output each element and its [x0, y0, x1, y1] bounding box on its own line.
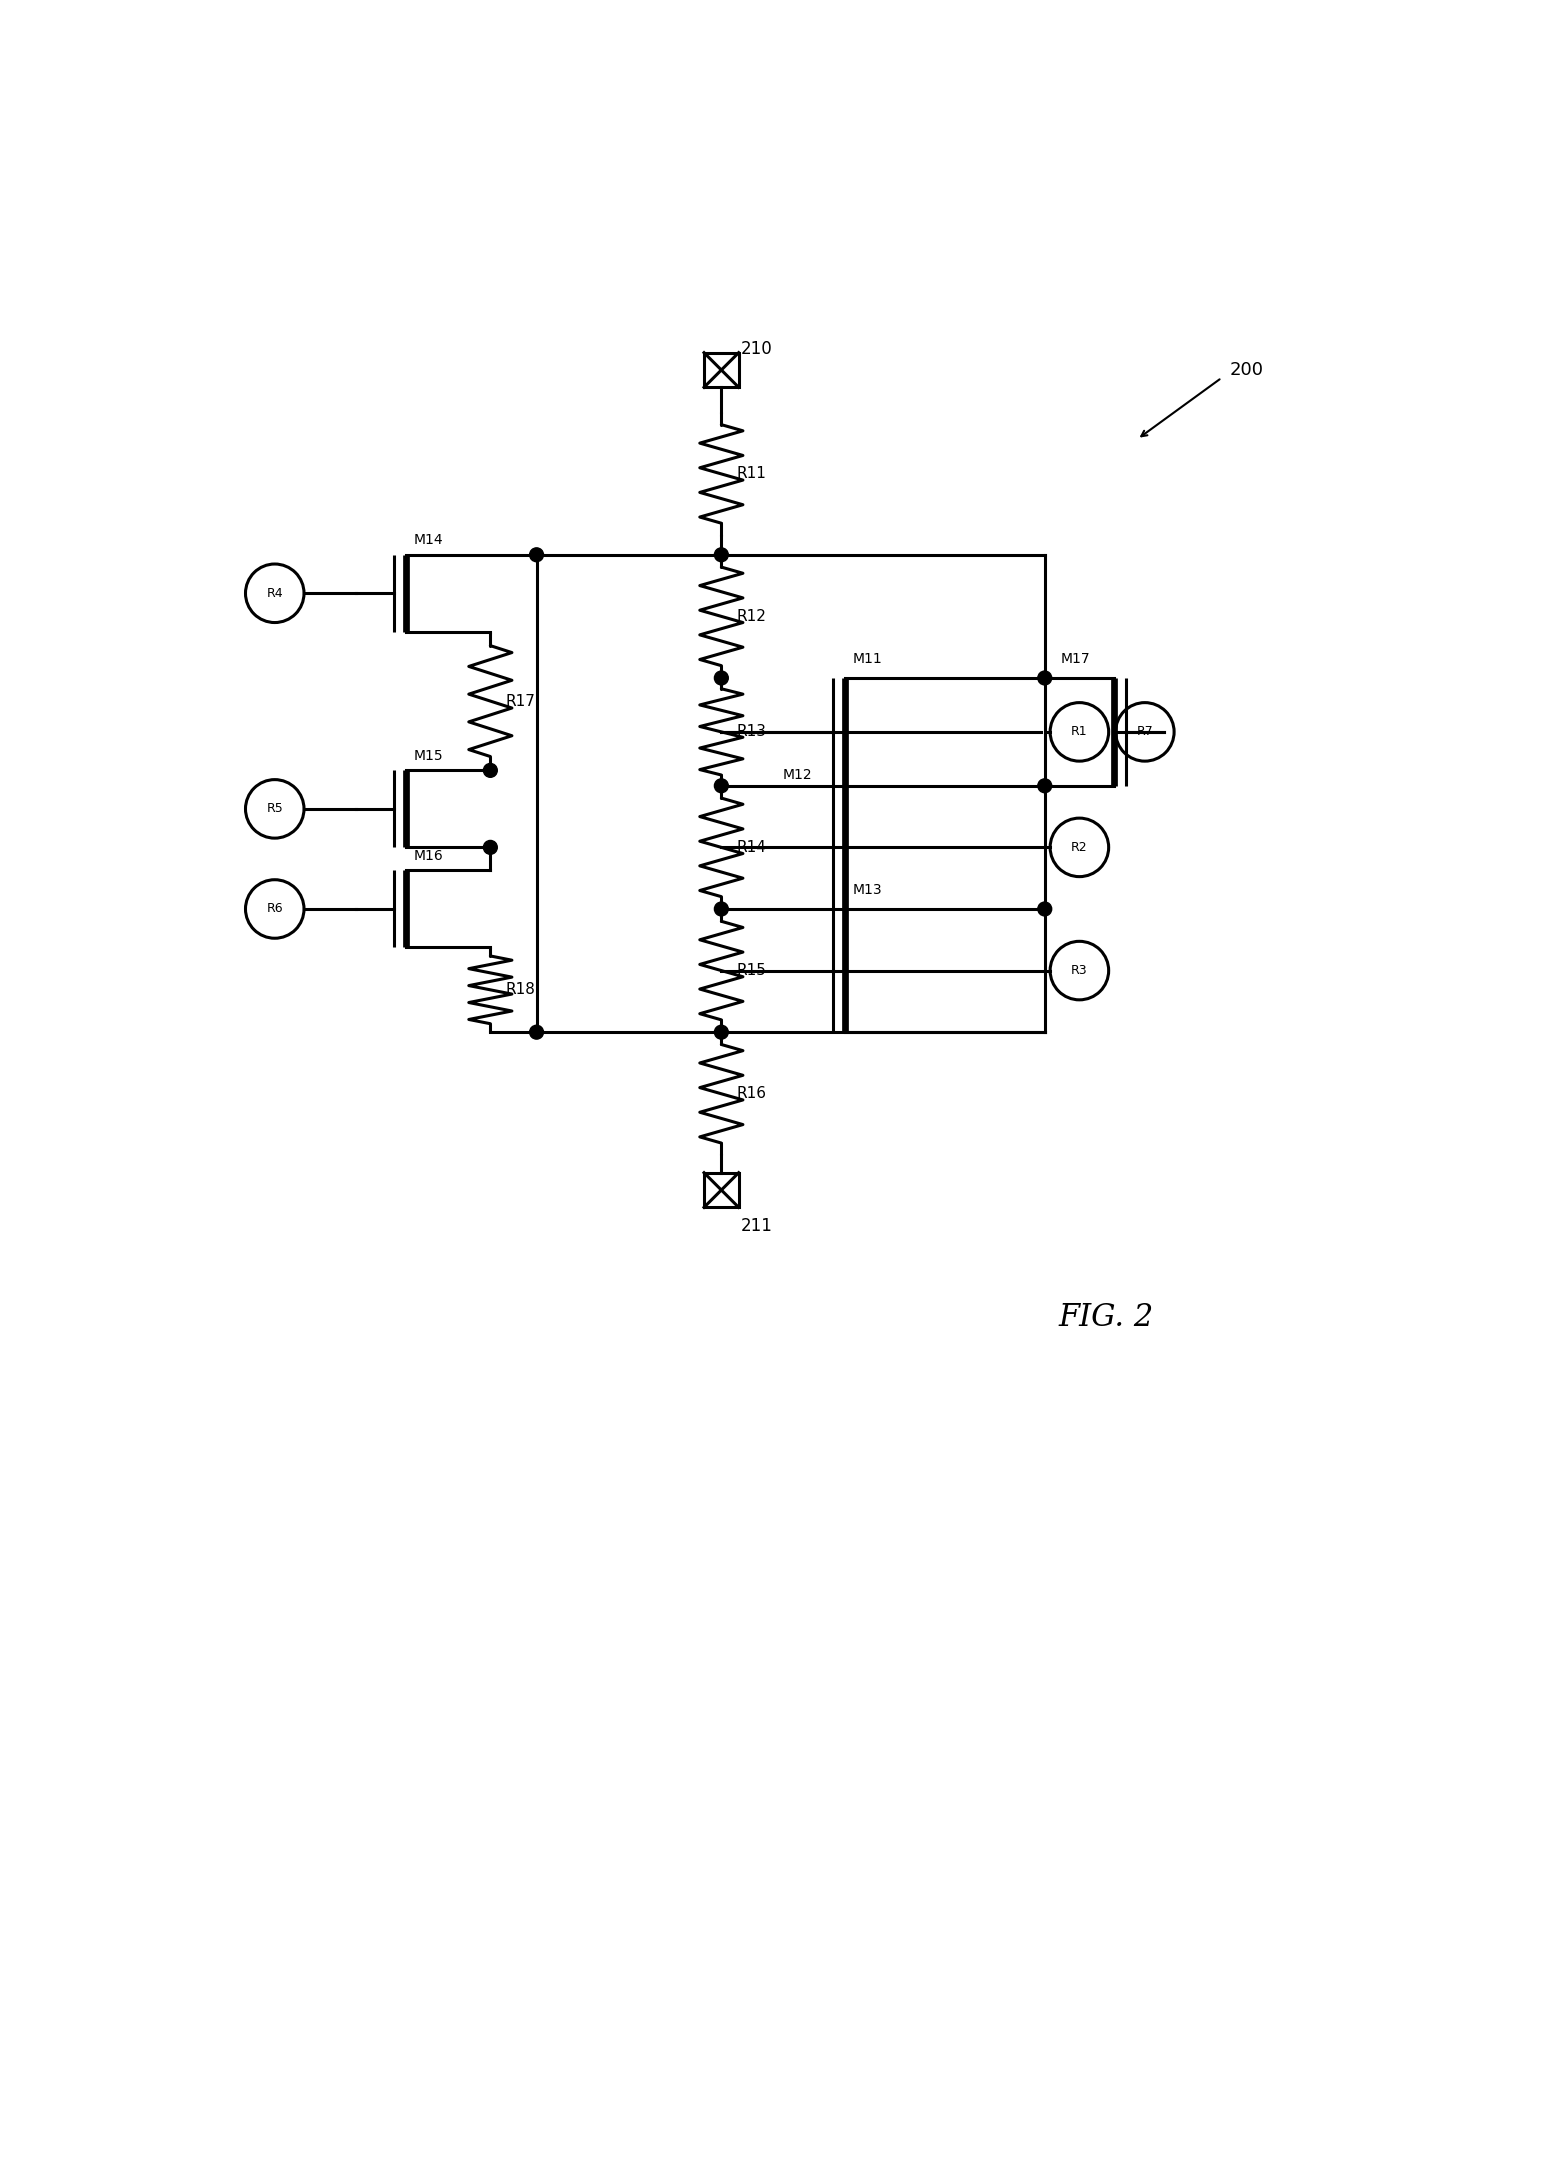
Text: R14: R14 — [737, 841, 766, 856]
Text: R1: R1 — [1072, 725, 1087, 738]
Circle shape — [1038, 780, 1052, 793]
Text: M13: M13 — [851, 884, 883, 897]
Text: R6: R6 — [267, 904, 284, 914]
Text: M14: M14 — [414, 532, 444, 547]
Text: 211: 211 — [741, 1216, 772, 1236]
Bar — [704, 1173, 738, 1208]
Bar — [704, 352, 738, 387]
Text: R4: R4 — [267, 586, 284, 599]
Text: R12: R12 — [737, 608, 766, 623]
Text: R2: R2 — [1072, 841, 1087, 854]
Circle shape — [715, 671, 729, 684]
Text: R16: R16 — [737, 1086, 766, 1101]
Text: R13: R13 — [737, 725, 766, 738]
Circle shape — [715, 547, 729, 563]
Circle shape — [529, 1025, 543, 1038]
Text: R15: R15 — [737, 962, 766, 977]
Text: R17: R17 — [506, 693, 535, 708]
Text: R18: R18 — [506, 982, 535, 997]
Circle shape — [484, 841, 498, 854]
Circle shape — [715, 901, 729, 917]
Text: 200: 200 — [1230, 361, 1264, 378]
Text: M17: M17 — [1061, 652, 1090, 667]
Text: M15: M15 — [414, 749, 444, 762]
Circle shape — [1038, 671, 1052, 684]
Text: M16: M16 — [414, 849, 444, 862]
Text: R11: R11 — [737, 467, 766, 482]
Text: M12: M12 — [783, 769, 813, 782]
Circle shape — [484, 762, 498, 778]
Circle shape — [715, 1025, 729, 1038]
Text: M11: M11 — [851, 652, 883, 667]
Text: FIG. 2: FIG. 2 — [1059, 1301, 1154, 1334]
Circle shape — [529, 547, 543, 563]
Circle shape — [715, 780, 729, 793]
Circle shape — [1038, 901, 1052, 917]
Text: 210: 210 — [741, 341, 772, 358]
Text: R3: R3 — [1072, 964, 1087, 977]
Text: R7: R7 — [1137, 725, 1154, 738]
Text: R5: R5 — [267, 801, 284, 814]
